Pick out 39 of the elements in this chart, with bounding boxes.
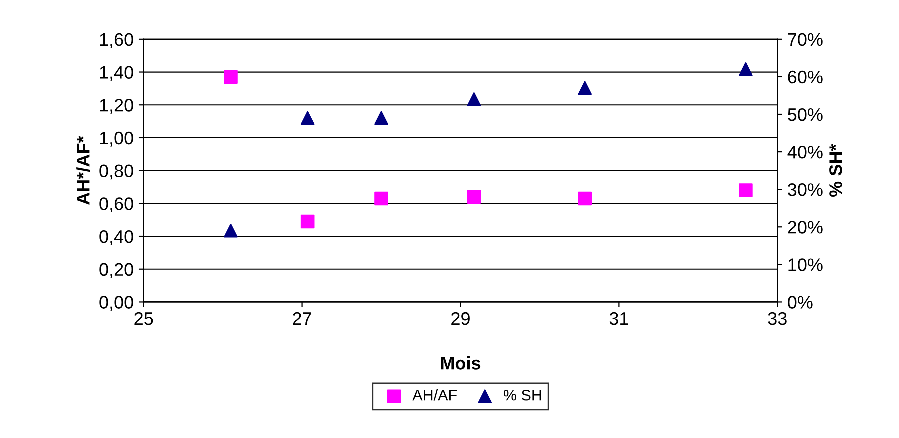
y-tick-label: 1,40	[100, 66, 134, 82]
y-tick-label: 1,00	[100, 132, 134, 147]
point	[224, 224, 238, 238]
point	[374, 192, 388, 206]
x-axis-title: Mois	[441, 356, 481, 370]
y2-tick-label: 30%	[788, 184, 823, 196]
x-tick-label: 27	[293, 312, 312, 326]
y2-tick-label: 60%	[788, 70, 823, 84]
legend-label: AH/AF	[412, 390, 457, 401]
y-axis-title: AH*/AF*	[76, 136, 90, 205]
point	[578, 81, 592, 96]
y2-tick-label: 40%	[788, 146, 823, 159]
y2-tick-label: 50%	[788, 108, 823, 122]
point	[300, 111, 315, 126]
x-tick-label: 25	[134, 312, 154, 326]
y-tick-label: 0,60	[100, 198, 134, 213]
point	[578, 192, 592, 206]
point	[224, 70, 238, 84]
x-tick-label: 33	[768, 312, 787, 326]
y-tick-label: 0,40	[100, 230, 134, 246]
y-tick-label: 1,20	[100, 99, 134, 114]
y2-tick-label: 20%	[788, 221, 823, 234]
point	[739, 62, 753, 76]
y2-tick-label: 0%	[788, 296, 813, 309]
point	[374, 111, 388, 126]
y-tick-label: 0,00	[100, 296, 134, 312]
y-tick-label: 0,20	[100, 263, 134, 278]
point	[467, 92, 482, 106]
y-tick-label: 1,60	[100, 33, 134, 48]
y-tick-label: 0,80	[100, 164, 134, 180]
x-tick-label: 31	[610, 312, 628, 326]
y2-axis-title: % SH*	[830, 144, 842, 197]
point	[739, 184, 753, 198]
y2-tick-label: 10%	[788, 258, 823, 272]
y2-tick-label: 70%	[788, 33, 823, 46]
x-tick-label: 29	[452, 312, 470, 326]
legend-label: % SH	[504, 390, 542, 401]
point	[300, 214, 315, 229]
point	[467, 190, 482, 204]
